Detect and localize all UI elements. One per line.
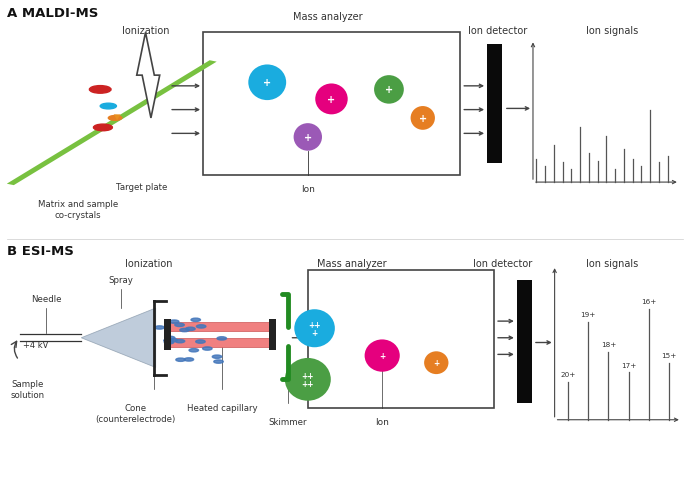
Text: Matrix and sample
co-crystals: Matrix and sample co-crystals	[38, 199, 118, 219]
Circle shape	[176, 358, 186, 362]
Circle shape	[175, 340, 185, 343]
Circle shape	[217, 337, 226, 340]
Circle shape	[196, 340, 205, 344]
Circle shape	[93, 125, 112, 132]
Text: Mass analyzer: Mass analyzer	[317, 258, 386, 269]
Text: 17+: 17+	[621, 362, 636, 368]
Text: 20+: 20+	[560, 371, 576, 377]
FancyBboxPatch shape	[308, 271, 494, 408]
Ellipse shape	[295, 310, 335, 348]
Polygon shape	[114, 115, 121, 121]
Text: Needle: Needle	[31, 295, 61, 303]
FancyBboxPatch shape	[7, 61, 217, 186]
Text: Mass analyzer: Mass analyzer	[293, 12, 363, 22]
Text: 19+: 19+	[580, 312, 596, 318]
FancyBboxPatch shape	[203, 33, 460, 176]
Ellipse shape	[294, 124, 322, 151]
Text: +: +	[419, 114, 427, 124]
Text: +: +	[263, 78, 271, 88]
Text: A MALDI-MS: A MALDI-MS	[7, 7, 98, 20]
Text: Skimmer: Skimmer	[268, 418, 307, 426]
Text: Ion signals: Ion signals	[586, 26, 638, 36]
Circle shape	[155, 326, 164, 330]
Circle shape	[214, 360, 224, 363]
Circle shape	[164, 339, 173, 343]
FancyBboxPatch shape	[164, 319, 171, 350]
Text: Ion detector: Ion detector	[473, 258, 532, 269]
Ellipse shape	[248, 65, 286, 101]
Text: +: +	[385, 85, 393, 95]
Polygon shape	[81, 308, 156, 368]
Circle shape	[166, 336, 175, 340]
Ellipse shape	[315, 84, 348, 115]
Ellipse shape	[411, 107, 435, 131]
Circle shape	[191, 318, 201, 322]
Ellipse shape	[424, 351, 448, 374]
Circle shape	[168, 339, 177, 342]
Text: Ion: Ion	[375, 418, 389, 426]
Circle shape	[164, 341, 174, 344]
Polygon shape	[137, 33, 159, 119]
Text: Ionization: Ionization	[121, 26, 169, 36]
Text: +: +	[433, 359, 440, 367]
Text: 15+: 15+	[661, 352, 677, 358]
Text: 18+: 18+	[601, 342, 616, 348]
Ellipse shape	[285, 358, 331, 401]
FancyBboxPatch shape	[169, 338, 274, 348]
Text: ++
+: ++ +	[308, 320, 321, 337]
Circle shape	[108, 116, 122, 121]
Text: Ionization: Ionization	[125, 258, 172, 269]
Text: Ion signals: Ion signals	[586, 258, 638, 269]
Ellipse shape	[364, 340, 400, 372]
Text: +: +	[379, 351, 385, 360]
Circle shape	[184, 358, 194, 362]
Circle shape	[189, 349, 199, 352]
Text: Heated capillary: Heated capillary	[186, 403, 257, 412]
FancyBboxPatch shape	[169, 322, 274, 331]
Circle shape	[175, 323, 184, 327]
FancyBboxPatch shape	[517, 280, 531, 403]
Circle shape	[180, 329, 189, 332]
Text: +: +	[328, 95, 335, 105]
Text: B ESI-MS: B ESI-MS	[7, 244, 74, 257]
Circle shape	[213, 355, 221, 359]
Text: Ion detector: Ion detector	[468, 26, 526, 36]
Text: +4 kV: +4 kV	[23, 341, 48, 349]
Text: +: +	[304, 133, 312, 143]
Ellipse shape	[374, 76, 404, 105]
Text: Sample
solution: Sample solution	[10, 379, 44, 399]
Circle shape	[203, 347, 212, 350]
Text: Cone
(counterelectrode): Cone (counterelectrode)	[95, 403, 175, 423]
Circle shape	[170, 320, 179, 324]
FancyBboxPatch shape	[269, 319, 276, 350]
Text: ++
++: ++ ++	[302, 371, 314, 388]
Text: Ion: Ion	[301, 185, 315, 194]
Text: Spray: Spray	[108, 276, 133, 285]
FancyBboxPatch shape	[487, 45, 502, 164]
Circle shape	[197, 325, 206, 329]
Circle shape	[90, 87, 111, 94]
Circle shape	[186, 328, 195, 331]
Text: Target plate: Target plate	[117, 183, 168, 192]
Circle shape	[100, 104, 117, 110]
Text: 16+: 16+	[641, 298, 656, 304]
